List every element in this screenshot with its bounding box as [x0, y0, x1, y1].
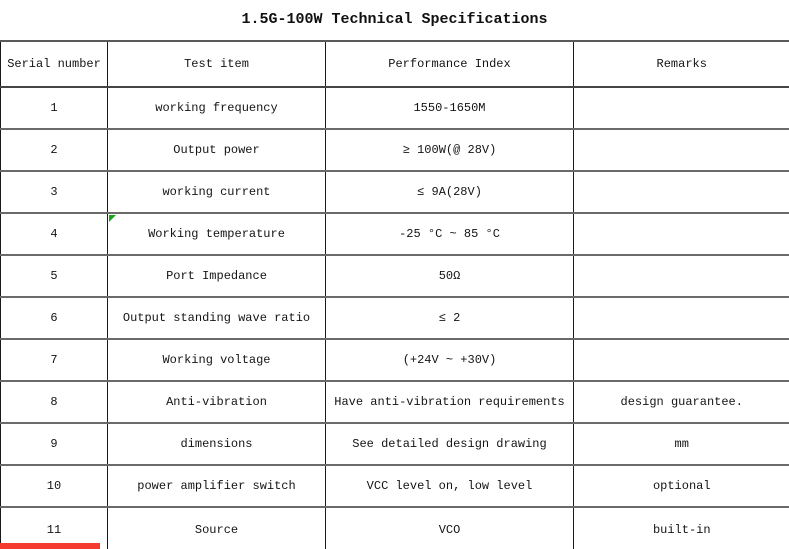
header-row: Serial number Test item Performance Inde… [0, 41, 789, 87]
serial-cell: 4 [0, 213, 108, 255]
test-item-cell: Working temperature [107, 213, 326, 255]
col-header-performance-index: Performance Index [325, 41, 574, 87]
table-row: 2 Output power ≥ 100W(@ 28V) [0, 129, 789, 171]
table-row: 4 Working temperature -25 °C ~ 85 °C [0, 213, 789, 255]
remarks-cell: design guarantee. [573, 381, 789, 423]
performance-index-cell: VCC level on, low level [325, 465, 574, 507]
bottom-red-bar [0, 543, 100, 549]
test-item-label: Working temperature [148, 227, 285, 241]
col-header-remarks: Remarks [573, 41, 789, 87]
test-item-cell: power amplifier switch [107, 465, 326, 507]
test-item-cell: Working voltage [107, 339, 326, 381]
table-row: 1 working frequency 1550-1650M [0, 87, 789, 129]
test-item-cell: Anti-vibration [107, 381, 326, 423]
col-header-test-item: Test item [107, 41, 326, 87]
serial-cell: 7 [0, 339, 108, 381]
remarks-cell [573, 171, 789, 213]
test-item-cell: dimensions [107, 423, 326, 465]
test-item-cell: Output standing wave ratio [107, 297, 326, 339]
table-row: 9 dimensions See detailed design drawing… [0, 423, 789, 465]
serial-cell: 8 [0, 381, 108, 423]
test-item-cell: Source [107, 507, 326, 549]
performance-index-cell: Have anti-vibration requirements [325, 381, 574, 423]
serial-cell: 2 [0, 129, 108, 171]
test-item-cell: Output power [107, 129, 326, 171]
serial-cell: 10 [0, 465, 108, 507]
cell-comment-marker-icon [109, 215, 116, 222]
spec-table: Serial number Test item Performance Inde… [0, 40, 789, 549]
performance-index-cell: -25 °C ~ 85 °C [325, 213, 574, 255]
serial-cell: 9 [0, 423, 108, 465]
remarks-cell [573, 255, 789, 297]
performance-index-cell: ≤ 9A(28V) [325, 171, 574, 213]
test-item-cell: Port Impedance [107, 255, 326, 297]
test-item-cell: working current [107, 171, 326, 213]
performance-index-cell: 50Ω [325, 255, 574, 297]
performance-index-cell: ≤ 2 [325, 297, 574, 339]
table-row: 10 power amplifier switch VCC level on, … [0, 465, 789, 507]
remarks-cell: mm [573, 423, 789, 465]
spec-table-body: 1 working frequency 1550-1650M 2 Output … [0, 87, 789, 549]
performance-index-cell: (+24V ~ +30V) [325, 339, 574, 381]
table-row: 3 working current ≤ 9A(28V) [0, 171, 789, 213]
remarks-cell: built-in [573, 507, 789, 549]
performance-index-cell: 1550-1650M [325, 87, 574, 129]
table-row: 7 Working voltage (+24V ~ +30V) [0, 339, 789, 381]
remarks-cell [573, 339, 789, 381]
table-row: 8 Anti-vibration Have anti-vibration req… [0, 381, 789, 423]
remarks-cell [573, 87, 789, 129]
serial-cell: 5 [0, 255, 108, 297]
remarks-cell [573, 213, 789, 255]
table-row: 11 Source VCO built-in [0, 507, 789, 549]
serial-cell: 6 [0, 297, 108, 339]
col-header-serial-number: Serial number [0, 41, 108, 87]
spec-table-header: Serial number Test item Performance Inde… [0, 41, 789, 87]
performance-index-cell: VCO [325, 507, 574, 549]
table-row: 6 Output standing wave ratio ≤ 2 [0, 297, 789, 339]
test-item-cell: working frequency [107, 87, 326, 129]
serial-cell: 3 [0, 171, 108, 213]
performance-index-cell: See detailed design drawing [325, 423, 574, 465]
performance-index-cell: ≥ 100W(@ 28V) [325, 129, 574, 171]
table-row: 5 Port Impedance 50Ω [0, 255, 789, 297]
remarks-cell: optional [573, 465, 789, 507]
serial-cell: 1 [0, 87, 108, 129]
serial-cell: 11 [0, 507, 108, 549]
page-title: 1.5G-100W Technical Specifications [241, 11, 548, 28]
remarks-cell [573, 129, 789, 171]
remarks-cell [573, 297, 789, 339]
